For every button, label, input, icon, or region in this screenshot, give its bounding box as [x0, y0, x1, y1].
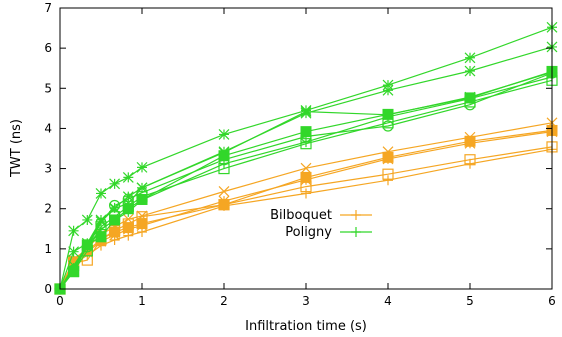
- data-point: [218, 199, 230, 211]
- x-tick-label: 4: [384, 294, 392, 308]
- data-point: [300, 126, 312, 138]
- y-tick-label: 3: [44, 162, 52, 176]
- data-point: [464, 52, 476, 64]
- data-point: [109, 226, 121, 238]
- data-point: [382, 84, 394, 96]
- data-point: [300, 171, 312, 183]
- y-tick-label: 0: [44, 282, 52, 296]
- y-tick-label: 1: [44, 242, 52, 256]
- y-tick-label: 6: [44, 41, 52, 55]
- data-point: [464, 154, 476, 166]
- data-point: [136, 161, 148, 173]
- y-tick-label: 4: [44, 121, 52, 135]
- data-point: [136, 218, 148, 230]
- data-point: [109, 178, 121, 190]
- x-tick-label: 0: [56, 294, 64, 308]
- data-point: [122, 171, 134, 183]
- x-tick-label: 2: [220, 294, 228, 308]
- data-point: [382, 79, 394, 91]
- data-point: [122, 191, 134, 203]
- data-point: [68, 266, 80, 278]
- data-point: [218, 186, 230, 197]
- series-poligny-square-filled: [54, 65, 558, 295]
- data-point: [95, 231, 107, 243]
- data-point: [109, 202, 121, 214]
- data-point: [218, 150, 230, 162]
- data-point: [218, 162, 230, 175]
- legend: Bilboquet Poligny: [270, 208, 372, 240]
- x-tick-label: 1: [138, 294, 146, 308]
- data-point: [68, 246, 80, 258]
- data-point: [122, 222, 134, 234]
- series-line: [59, 79, 553, 290]
- series-line: [59, 146, 553, 290]
- data-point: [136, 193, 148, 205]
- data-point: [301, 188, 311, 199]
- series-line: [59, 148, 553, 290]
- data-point: [464, 135, 476, 147]
- x-tick-label: 3: [302, 294, 310, 308]
- data-point: [81, 239, 93, 251]
- data-point: [464, 92, 476, 104]
- y-tick-label: 2: [44, 202, 52, 216]
- data-point: [95, 188, 107, 199]
- data-point: [383, 175, 393, 186]
- data-point: [382, 151, 394, 163]
- legend-label-bilboquet: Bilboquet: [270, 208, 332, 223]
- data-point: [465, 158, 475, 169]
- data-point: [300, 107, 312, 119]
- data-point: [109, 214, 121, 226]
- data-point: [81, 214, 93, 226]
- axis-tick-layer: 0 1 2 3 4 5 6 0 1 2 3 4 5 6 7: [44, 1, 555, 308]
- data-point: [382, 108, 394, 120]
- x-tick-label: 6: [548, 294, 556, 308]
- x-tick-label: 5: [466, 294, 474, 308]
- y-tick-label: 5: [44, 81, 52, 95]
- data-point: [68, 225, 80, 237]
- plot-series-layer: [54, 21, 558, 295]
- legend-plus-icon-bilboquet: [351, 210, 361, 220]
- legend-plus-icon-poligny: [351, 227, 361, 237]
- y-axis-title: TWT (ns): [9, 119, 24, 178]
- data-point: [300, 162, 312, 174]
- data-point: [300, 138, 312, 150]
- series-bilboquet-square-filled: [54, 124, 558, 295]
- data-point: [464, 65, 476, 77]
- data-point: [382, 168, 394, 180]
- data-point: [122, 203, 134, 215]
- legend-label-poligny: Poligny: [285, 225, 332, 240]
- data-point: [218, 129, 230, 140]
- y-tick-label: 7: [44, 1, 52, 15]
- data-point: [95, 214, 107, 226]
- x-axis-title: Infiltration time (s): [245, 319, 367, 334]
- data-point: [109, 199, 121, 212]
